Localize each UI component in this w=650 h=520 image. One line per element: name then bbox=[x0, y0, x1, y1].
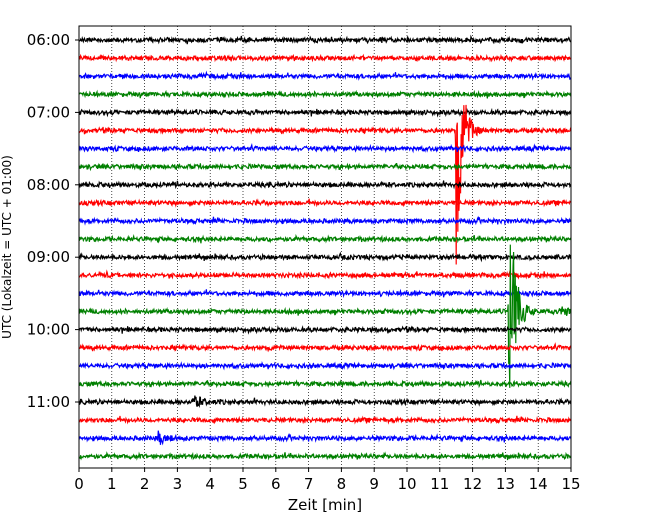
seismogram-trace bbox=[79, 233, 571, 244]
seismogram-trace bbox=[79, 342, 571, 353]
x-tick-label: 0 bbox=[74, 475, 84, 493]
x-tick-label: 3 bbox=[173, 475, 183, 493]
seismogram-trace bbox=[79, 180, 571, 190]
y-tick-label: 07:00 bbox=[27, 103, 70, 121]
x-tick-label: 9 bbox=[369, 475, 379, 493]
seismogram-trace bbox=[79, 107, 571, 118]
y-tick-label: 11:00 bbox=[27, 393, 70, 411]
y-axis-label: UTC (Lokalzeit = UTC + 01:00) bbox=[0, 155, 14, 339]
seismogram-trace bbox=[79, 70, 571, 81]
seismogram-trace bbox=[79, 361, 571, 371]
seismogram-trace bbox=[79, 244, 571, 388]
y-tick-label: 09:00 bbox=[27, 248, 70, 266]
x-tick-label: 7 bbox=[304, 475, 314, 493]
seismogram-trace bbox=[79, 269, 571, 280]
y-tick-label: 06:00 bbox=[27, 31, 70, 49]
seismogram-trace bbox=[79, 415, 571, 425]
seismogram-trace bbox=[79, 430, 571, 446]
seismogram-trace bbox=[79, 104, 571, 265]
seismogram-trace bbox=[79, 325, 571, 335]
x-tick-label: 10 bbox=[397, 475, 416, 493]
seismogram-trace bbox=[79, 198, 571, 208]
seismogram-trace bbox=[79, 53, 571, 63]
seismogram-trace bbox=[79, 34, 571, 45]
seismogram-trace bbox=[79, 161, 571, 172]
y-tick-label: 08:00 bbox=[27, 176, 70, 194]
x-tick-label: 8 bbox=[337, 475, 347, 493]
seismogram-trace bbox=[79, 288, 571, 299]
x-tick-label: 14 bbox=[529, 475, 548, 493]
y-tick-label: 10:00 bbox=[27, 321, 70, 339]
seismogram-trace bbox=[79, 143, 571, 154]
seismogram-trace bbox=[79, 379, 571, 389]
x-tick-label: 11 bbox=[430, 475, 449, 493]
x-axis: 0 1 2 3 4 5 6 7 8 9 10 11 12 13 14 15 bbox=[74, 468, 581, 493]
y-axis: 06:00 07:00 08:00 09:00 10:00 11:00 bbox=[27, 31, 79, 411]
x-tick-label: 12 bbox=[463, 475, 482, 493]
x-tick-label: 1 bbox=[107, 475, 117, 493]
seismogram-trace bbox=[79, 251, 571, 263]
seismogram-traces bbox=[79, 34, 571, 461]
x-tick-label: 5 bbox=[238, 475, 248, 493]
x-tick-label: 15 bbox=[561, 475, 580, 493]
x-tick-label: 6 bbox=[271, 475, 281, 493]
plot-frame bbox=[78, 25, 572, 469]
x-tick-label: 13 bbox=[496, 475, 515, 493]
x-axis-label: Zeit [min] bbox=[288, 496, 362, 514]
seismogram-trace bbox=[79, 215, 571, 226]
seismogram-trace bbox=[79, 395, 571, 409]
seismogram-trace bbox=[79, 89, 571, 99]
seismogram-trace bbox=[79, 451, 571, 461]
x-tick-label: 4 bbox=[205, 475, 215, 493]
x-tick-label: 2 bbox=[140, 475, 150, 493]
